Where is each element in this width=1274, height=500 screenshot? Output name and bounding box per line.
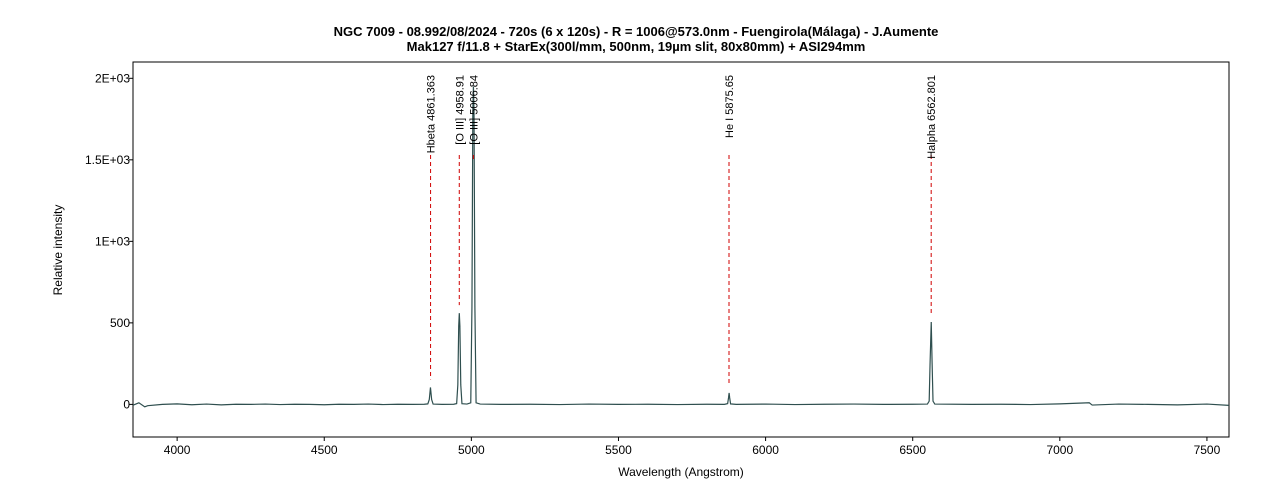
y-tick-label: 1E+03 [95, 234, 130, 248]
annotation-label: [O III] 5006.84 [468, 75, 480, 145]
x-tick-label: 4000 [164, 443, 191, 457]
x-tick-label: 4500 [311, 443, 338, 457]
y-tick-label: 0 [123, 397, 130, 411]
x-tick-label: 5500 [605, 443, 632, 457]
annotation-label: [O III] 4958.91 [454, 75, 466, 145]
x-tick-label: 6500 [899, 443, 926, 457]
annotation-label: He I 5875.65 [724, 75, 736, 138]
y-axis-label: Relative intensity [51, 205, 65, 296]
x-tick-label: 6000 [752, 443, 779, 457]
y-tick-label: 2E+03 [95, 71, 130, 85]
y-tick-label: 500 [110, 316, 130, 330]
x-tick-label: 7500 [1194, 443, 1221, 457]
y-tick-label: 1.5E+03 [85, 153, 130, 167]
annotation-label: Halpha 6562.801 [926, 75, 938, 159]
x-tick-label: 5000 [458, 443, 485, 457]
x-tick-label: 7000 [1046, 443, 1073, 457]
chart-title: NGC 7009 - 08.992/08/2024 - 720s (6 x 12… [334, 24, 939, 39]
x-axis-label: Wavelength (Angstrom) [618, 465, 744, 479]
chart-subtitle: Mak127 f/11.8 + StarEx(300l/mm, 500nm, 1… [407, 39, 866, 54]
spectrum-line [132, 86, 1230, 408]
annotation-label: Hbeta 4861.363 [426, 75, 438, 153]
plot-frame [132, 61, 1230, 438]
